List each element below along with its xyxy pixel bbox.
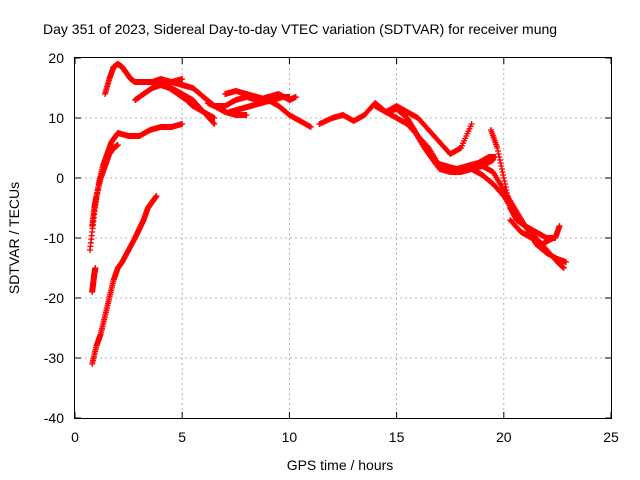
data-point	[292, 94, 299, 100]
data-point	[210, 119, 217, 126]
chart-title: Day 351 of 2023, Sidereal Day-to-day VTE…	[43, 21, 557, 37]
data-point	[153, 193, 160, 199]
data-point	[550, 235, 557, 241]
data-point	[114, 142, 121, 148]
data-point	[179, 76, 186, 82]
data-points	[87, 61, 569, 367]
y-tick-label: -40	[44, 410, 64, 426]
series-track-3	[89, 142, 121, 229]
plot-frame	[74, 57, 612, 419]
x-tick-label: 25	[603, 429, 619, 445]
x-axis-ticks: 0 5 10 15 20 25	[71, 58, 619, 445]
series-track-7	[147, 79, 218, 127]
data-point	[92, 265, 99, 271]
x-tick-label: 15	[389, 429, 405, 445]
series-track-19	[507, 217, 557, 247]
y-tick-label: -20	[44, 290, 64, 306]
series-track-15	[400, 109, 499, 172]
y-axis-label: SDTVAR / TECUs	[6, 182, 22, 294]
data-point	[562, 259, 569, 265]
x-tick-label: 20	[496, 429, 512, 445]
y-tick-label: -10	[44, 230, 64, 246]
y-tick-label: 20	[48, 50, 64, 66]
y-tick-label: 0	[56, 170, 64, 186]
x-tick-label: 0	[71, 429, 79, 445]
series-track-10	[222, 88, 314, 130]
series-track-1	[89, 193, 160, 367]
x-tick-label: 10	[282, 429, 298, 445]
series-track-18	[479, 163, 569, 265]
data-point	[560, 265, 567, 271]
data-point	[307, 124, 314, 130]
data-point	[556, 223, 563, 229]
series-track-4	[89, 265, 99, 295]
y-tick-label: 10	[48, 110, 64, 126]
data-point	[179, 121, 186, 127]
series-track-14	[382, 103, 475, 157]
y-axis-ticks: -40 -30 -20 -10 0 10 20	[44, 50, 611, 426]
series-track-11	[226, 94, 293, 115]
data-point	[286, 94, 293, 100]
data-point	[468, 121, 475, 127]
data-point	[211, 115, 218, 121]
x-tick-label: 5	[178, 429, 186, 445]
x-axis-label: GPS time / hours	[287, 457, 394, 473]
y-tick-label: -30	[44, 350, 64, 366]
data-point	[243, 112, 250, 118]
data-point	[211, 121, 218, 127]
